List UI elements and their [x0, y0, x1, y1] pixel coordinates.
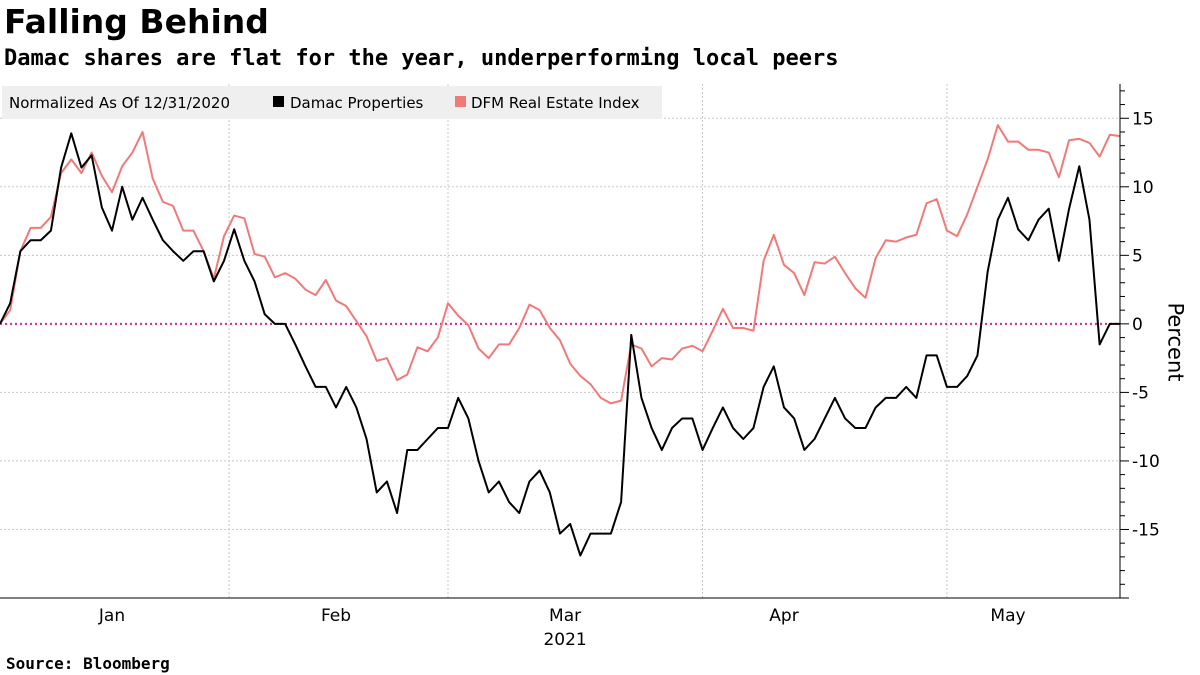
y-tick-label: -15 [1132, 520, 1160, 540]
y-tick-label: 10 [1132, 178, 1154, 198]
legend-background [2, 86, 662, 119]
chart-subtitle: Damac shares are flat for the year, unde… [4, 46, 839, 71]
chart-title: Falling Behind [4, 2, 269, 41]
x-tick-label: May [990, 606, 1025, 626]
x-tick-label: Feb [321, 606, 351, 626]
legend-label-damac: Damac Properties [290, 94, 424, 112]
x-tick-label: Apr [769, 606, 798, 626]
y-tick-label: -10 [1132, 452, 1160, 472]
y-axis-title: Percent [1164, 302, 1188, 381]
series-line-dfm [0, 124, 1121, 405]
legend-note: Normalized As Of 12/31/2020 [9, 94, 230, 112]
legend-label-dfm: DFM Real Estate Index [471, 94, 640, 112]
x-tick-label: Mar [549, 606, 581, 626]
y-tick-label: 5 [1132, 246, 1143, 266]
x-year-label: 2021 [543, 630, 586, 650]
y-tick-label: 15 [1132, 109, 1154, 129]
x-tick-label: Jan [98, 606, 125, 626]
x-axis: Jan Feb Mar Apr May [98, 606, 1026, 626]
legend: Normalized As Of 12/31/2020 Damac Proper… [2, 86, 662, 119]
source-note: Source: Bloomberg [6, 654, 170, 673]
y-tick-label: -5 [1132, 383, 1149, 403]
series-line-damac [0, 132, 1120, 557]
y-tick-label: 0 [1132, 315, 1143, 335]
y-axis: 15 10 5 0 -5 -10 -15 [1119, 84, 1160, 599]
legend-swatch-damac [273, 96, 284, 107]
legend-swatch-dfm [455, 96, 466, 107]
